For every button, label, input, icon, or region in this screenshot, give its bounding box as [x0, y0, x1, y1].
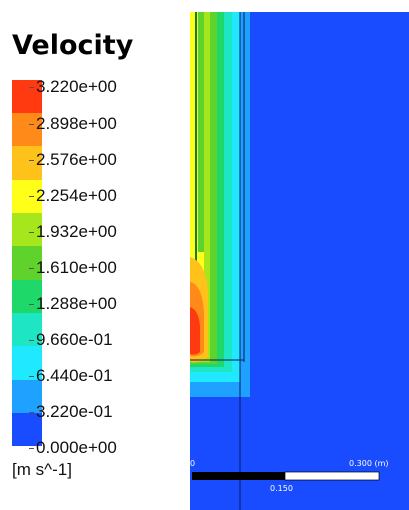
scale-bar-filled — [192, 472, 285, 480]
contour-band — [190, 307, 200, 355]
legend-tick-label: 0.000e+00 — [29, 438, 117, 457]
legend-swatch — [12, 80, 42, 113]
velocity-contour-plot — [190, 12, 409, 510]
legend-tick-label: 1.610e+00 — [29, 258, 117, 277]
scale-start-label: 0 — [190, 459, 196, 468]
legend-tick-label: 2.254e+00 — [29, 186, 117, 205]
contour-band — [198, 12, 204, 252]
scale-mid-label: 0.150 — [270, 484, 293, 493]
legend-swatch — [12, 346, 42, 380]
legend-tick-label: 9.660e-01 — [29, 330, 113, 349]
legend-tick-label: 3.220e+00 — [29, 77, 117, 96]
legend-swatch — [12, 280, 42, 313]
legend-swatch — [12, 113, 42, 146]
legend-swatch — [12, 213, 42, 246]
legend-tick-label: 1.932e+00 — [29, 222, 117, 241]
legend-units: [m s^-1] — [12, 460, 72, 479]
legend-tick-label: 1.288e+00 — [29, 294, 117, 313]
legend-swatch — [12, 313, 42, 346]
scale-end-label: 0.300 (m) — [349, 459, 389, 468]
legend-swatch — [12, 180, 42, 213]
legend-title: Velocity — [12, 30, 134, 61]
legend-tick-label: 3.220e-01 — [29, 402, 113, 421]
legend-tick-label: 2.576e+00 — [29, 150, 117, 169]
legend-swatch — [12, 380, 42, 413]
color-legend-bar — [12, 80, 42, 446]
legend-tick-label: 6.440e-01 — [29, 366, 113, 385]
scale-bar: 0 0.300 (m) 0.150 — [190, 455, 409, 510]
legend-swatch — [12, 413, 42, 446]
legend-tick-label: 2.898e+00 — [29, 114, 117, 133]
scale-bar-empty — [284, 471, 380, 481]
legend-swatch — [12, 246, 42, 280]
scale-bar-graphic — [192, 471, 380, 481]
legend-swatch — [12, 146, 42, 180]
